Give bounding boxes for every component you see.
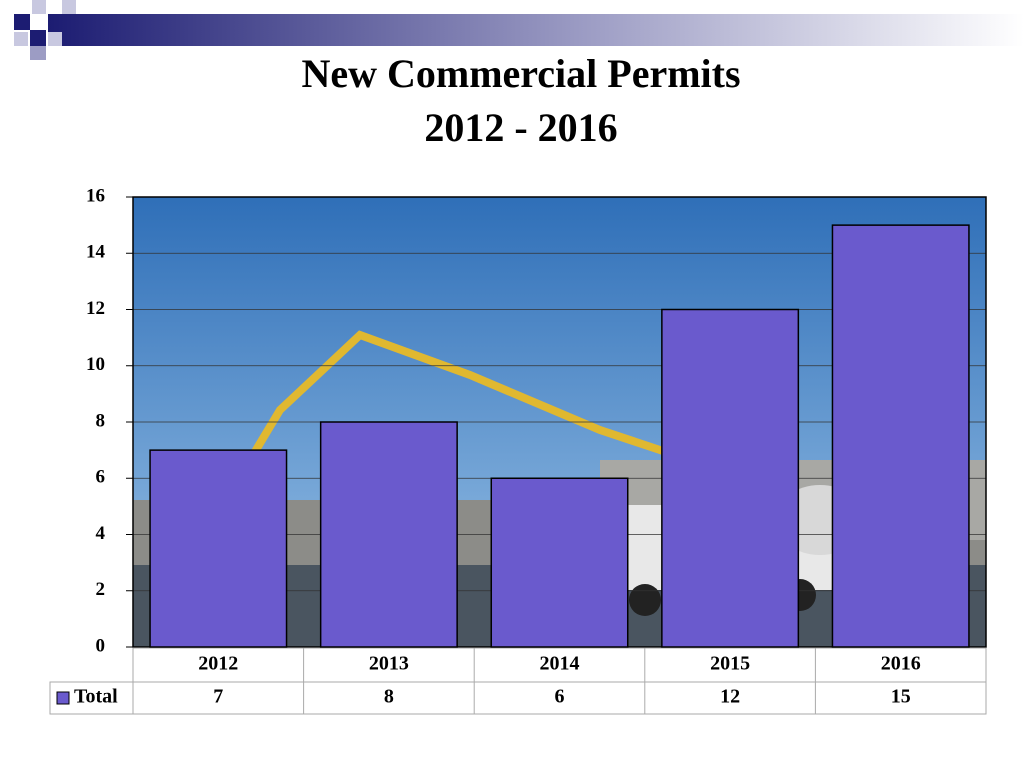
decoration bbox=[14, 0, 1024, 60]
y-tick-label: 2 bbox=[96, 579, 106, 600]
y-tick-label: 16 bbox=[86, 185, 105, 206]
table-value: 8 bbox=[384, 686, 394, 708]
bar bbox=[661, 308, 800, 648]
table-value: 6 bbox=[555, 686, 565, 708]
bar bbox=[831, 224, 970, 648]
bar bbox=[490, 477, 629, 648]
chart-title: New Commercial Permits bbox=[301, 51, 740, 96]
table-value: 12 bbox=[720, 686, 740, 708]
x-tick-label: 2016 bbox=[881, 653, 921, 675]
bar bbox=[319, 421, 458, 648]
y-tick-label: 6 bbox=[96, 467, 106, 488]
y-tick-label: 0 bbox=[96, 635, 106, 656]
table-value: 15 bbox=[891, 686, 911, 708]
x-tick-label: 2014 bbox=[540, 653, 580, 675]
x-tick-label: 2012 bbox=[198, 653, 238, 675]
bar bbox=[149, 449, 288, 648]
table-value: 7 bbox=[213, 686, 223, 708]
y-tick-label: 8 bbox=[96, 410, 106, 431]
x-tick-label: 2015 bbox=[710, 653, 750, 675]
y-tick-label: 4 bbox=[96, 523, 106, 544]
legend-label: Total bbox=[74, 686, 118, 708]
chart-subtitle: 2012 - 2016 bbox=[424, 105, 617, 150]
y-tick-label: 14 bbox=[86, 242, 106, 263]
y-tick-label: 12 bbox=[86, 298, 105, 319]
legend-swatch bbox=[56, 691, 70, 705]
x-tick-label: 2013 bbox=[369, 653, 409, 675]
y-tick-label: 10 bbox=[86, 354, 105, 375]
table-frame bbox=[132, 647, 987, 715]
